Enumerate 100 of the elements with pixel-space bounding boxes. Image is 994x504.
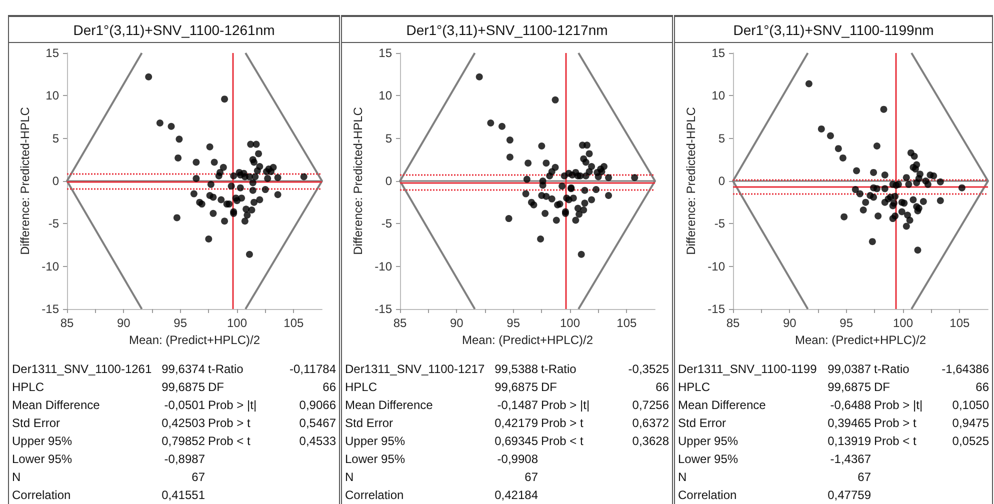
text: 0,47759 <box>826 487 871 504</box>
text: 0,42503 <box>160 415 205 432</box>
text: 0,9475 <box>951 415 989 432</box>
text: Correlation <box>678 487 738 504</box>
x-tick-label: 95 <box>174 316 188 330</box>
x-axis-title: Mean: (Predict+HPLC)/2 <box>462 332 594 347</box>
chart-title: Der1°(3,11)+SNV_1100-1261nm <box>8 15 340 43</box>
text: -0,8987 <box>163 451 205 468</box>
text: 99,0387 <box>826 361 871 378</box>
text: Std Error <box>678 415 728 432</box>
text: DF <box>208 379 225 396</box>
x-tick-label: 95 <box>840 316 854 330</box>
chart-title: Der1°(3,11)+SNV_1100-1199nm <box>674 15 993 43</box>
y-tick-label: 0 <box>385 174 392 188</box>
y-tick-label: -5 <box>48 216 60 231</box>
text: Mean Difference <box>12 397 101 414</box>
text: N <box>12 469 22 486</box>
x-tick-label: 90 <box>450 316 464 330</box>
text: t-Ratio <box>541 361 578 378</box>
text: 0,41551 <box>160 487 205 504</box>
x-tick-label: 85 <box>726 316 740 330</box>
text: HPLC <box>345 379 378 396</box>
text: 0,39465 <box>826 415 871 432</box>
text: HPLC <box>12 379 46 396</box>
text: -0,6488 <box>829 397 871 414</box>
text: Lower 95% <box>12 451 74 468</box>
text: 0,13919 <box>826 433 871 450</box>
y-tick-label: 5 <box>718 131 726 146</box>
text: 0,5467 <box>298 415 336 432</box>
text: 0,42184 <box>494 487 538 504</box>
text: Prob > |t| <box>208 397 258 414</box>
chart-title: Der1°(3,11)+SNV_1100-1217nm <box>341 15 673 43</box>
y-tick-label: -5 <box>381 216 392 231</box>
text: 66 <box>974 379 989 396</box>
x-tick-label: 85 <box>60 316 74 330</box>
text: Prob > |t| <box>874 397 924 414</box>
text: 0,1050 <box>951 397 989 414</box>
text: Prob > t <box>208 415 252 432</box>
text: Prob > t <box>874 415 918 432</box>
text: Der1311_SNV_1100-1217 <box>345 361 485 378</box>
text: Prob < t <box>208 433 252 450</box>
text: 99,6875 <box>494 379 538 396</box>
y-tick-label: -15 <box>708 302 726 316</box>
text: 67 <box>856 469 871 486</box>
text: Correlation <box>345 487 405 504</box>
text: 0,7256 <box>631 397 669 414</box>
text: 99,5388 <box>494 361 538 378</box>
text: -0,0501 <box>163 397 205 414</box>
text: N <box>678 469 688 486</box>
text: Prob > t <box>541 415 584 432</box>
x-axis-title: Mean: (Predict+HPLC)/2 <box>128 332 260 347</box>
x-tick-label: 85 <box>393 316 407 330</box>
x-tick-label: 100 <box>226 316 248 330</box>
text: Der1311_SNV_1100-1199 <box>678 361 817 378</box>
text: -0,11784 <box>288 361 336 378</box>
text: 99,6875 <box>826 379 871 396</box>
y-tick-label: -15 <box>42 302 60 316</box>
text: Std Error <box>12 415 62 432</box>
text: 99,6875 <box>160 379 205 396</box>
text: 67 <box>190 469 205 486</box>
text: Mean Difference <box>678 397 767 414</box>
text: 0,9066 <box>298 397 336 414</box>
text: -0,3525 <box>627 361 669 378</box>
text: N <box>345 469 355 486</box>
y-tick-label: 0 <box>52 174 60 188</box>
text: Prob < t <box>541 433 584 450</box>
text: 99,6374 <box>160 361 205 378</box>
text: 0,69345 <box>494 433 538 450</box>
text: Der1311_SNV_1100-1261 <box>12 361 152 378</box>
text: -0,1487 <box>496 397 538 414</box>
x-tick-label: 105 <box>616 316 637 330</box>
y-axis-title: Difference: Predicted-HPLC <box>350 106 365 255</box>
text: 66 <box>322 379 336 396</box>
text: 0,4533 <box>298 433 336 450</box>
text: 0,42179 <box>494 415 538 432</box>
y-tick-label: -10 <box>374 259 392 274</box>
text: Upper 95% <box>345 433 406 450</box>
text: Prob > |t| <box>541 397 591 414</box>
text: t-Ratio <box>208 361 244 378</box>
y-tick-label: -10 <box>42 259 60 274</box>
text: 0,79852 <box>160 433 205 450</box>
text: 0,0525 <box>951 433 989 450</box>
x-tick-label: 95 <box>506 316 520 330</box>
text: Std Error <box>345 415 394 432</box>
text: Upper 95% <box>678 433 740 450</box>
y-tick-label: 15 <box>712 46 726 60</box>
text: HPLC <box>678 379 712 396</box>
text: Prob < t <box>874 433 918 450</box>
text: t-Ratio <box>874 361 910 378</box>
x-tick-label: 105 <box>284 316 304 330</box>
y-tick-label: 10 <box>712 88 726 103</box>
text: Lower 95% <box>678 451 740 468</box>
y-tick-label: -15 <box>374 302 392 316</box>
y-tick-label: 15 <box>378 46 392 60</box>
text: -1,64386 <box>940 361 989 378</box>
x-tick-label: 100 <box>560 316 580 330</box>
y-tick-label: 5 <box>52 131 60 146</box>
y-tick-label: -5 <box>714 216 726 231</box>
x-tick-label: 105 <box>950 316 970 330</box>
text: Correlation <box>12 487 72 504</box>
